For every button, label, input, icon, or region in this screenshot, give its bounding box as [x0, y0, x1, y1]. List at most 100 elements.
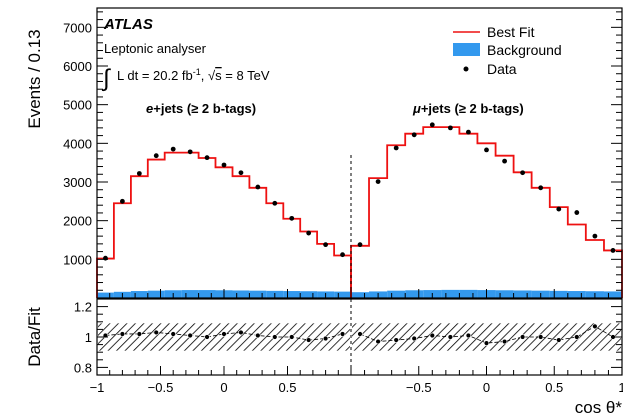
background-bar [97, 293, 114, 298]
luminosity-text: L dt = 20.2 fb-1, √s = 8 TeV [117, 67, 270, 83]
data-point [520, 170, 525, 175]
background-bar [514, 290, 532, 298]
lumi-middle: , [201, 68, 208, 83]
x-tick-label: 0 [220, 380, 227, 395]
ratio-point [448, 335, 453, 340]
channel-label-ejets-rest: +jets (≥ 2 b-tags) [153, 101, 256, 116]
data-point [239, 170, 244, 175]
x-tick-label: −0.5 [148, 380, 174, 395]
channel-label-mujets-rest: +jets (≥ 2 b-tags) [421, 101, 524, 116]
data-point [484, 148, 489, 153]
legend-data-marker [464, 67, 469, 72]
data-point [255, 185, 260, 190]
data-point [323, 242, 328, 247]
lumi-suffix: = 8 TeV [222, 68, 270, 83]
x-tick-label: 0 [483, 380, 490, 395]
legend: Best Fit Background Data [453, 24, 562, 77]
data-point [556, 207, 561, 212]
background-bar [182, 290, 199, 298]
background-bar [604, 291, 622, 298]
data-points [103, 122, 615, 260]
data-point [611, 248, 616, 253]
ratio-point [239, 330, 244, 335]
experiment-label: ATLAS [103, 16, 153, 33]
data-point [188, 149, 193, 154]
background-bar [568, 291, 586, 298]
ratio-point [484, 341, 489, 346]
ratio-point [376, 339, 381, 344]
y-axis-label: Events / 0.13 [25, 29, 44, 128]
background-bar [283, 291, 300, 298]
ratio-point [340, 332, 345, 337]
ratio-point [430, 333, 435, 338]
data-point [466, 130, 471, 135]
background-bar [249, 291, 266, 298]
ratio-point [358, 332, 363, 337]
data-point [103, 256, 108, 261]
ratio-point [137, 332, 142, 337]
ratio-point [502, 339, 507, 344]
legend-background-label: Background [487, 42, 562, 58]
lumi-sup: -1 [193, 67, 201, 77]
data-point [502, 159, 507, 164]
channel-label-mujets-lepton: μ [412, 101, 421, 116]
data-point [171, 147, 176, 152]
background-bar [148, 291, 165, 298]
background-bar [131, 291, 148, 298]
background-histograms [97, 290, 622, 298]
y-tick-label: 4000 [63, 136, 92, 151]
data-point [448, 125, 453, 130]
ratio-point [520, 335, 525, 340]
ratio-point [466, 333, 471, 338]
data-point [376, 179, 381, 184]
ratio-point [538, 335, 543, 340]
integral-symbol: ∫ [101, 65, 111, 92]
best-fit-histograms [97, 127, 622, 298]
best-fit-histogram-0 [97, 153, 351, 298]
background-bar [351, 292, 369, 298]
channel-label-ejets: e+jets (≥ 2 b-tags) [146, 101, 256, 116]
channel-label-ejets-lepton: e [146, 101, 153, 116]
ratio-panel: 0.8 1 1.2 −1 −0.5 0 0.5 −0.5 0 0.5 1 [74, 299, 623, 395]
channel-label-mujets: μ+jets (≥ 2 b-tags) [412, 101, 524, 116]
data-point [593, 234, 598, 239]
ratio-point [289, 335, 294, 340]
data-point [412, 132, 417, 137]
ratio-point [323, 336, 328, 341]
legend-background-swatch [453, 43, 480, 56]
legend-best-fit-label: Best Fit [487, 24, 535, 40]
data-point [272, 201, 277, 206]
x-tick-label: 1 [618, 380, 623, 395]
analysis-label: Leptonic analyser [104, 41, 207, 56]
y-tick-label: 6000 [63, 59, 92, 74]
data-point [430, 122, 435, 127]
ratio-point [556, 338, 561, 343]
lumi-prefix: L dt = 20.2 fb [117, 68, 193, 83]
background-bar [441, 290, 459, 298]
background-bar [199, 290, 216, 298]
ratio-y-tick-label: 0.8 [74, 360, 92, 375]
legend-data-label: Data [487, 61, 517, 77]
ratio-point [205, 335, 210, 340]
background-bar [334, 292, 351, 298]
ratio-point [171, 332, 176, 337]
background-bar [233, 290, 250, 298]
ratio-point [154, 330, 159, 335]
ratio-point [222, 332, 227, 337]
data-point [205, 155, 210, 160]
ratio-y-tick-label: 1.2 [74, 300, 92, 315]
ratio-point [188, 333, 193, 338]
y-tick-label: 3000 [63, 175, 92, 190]
data-point [340, 252, 345, 257]
data-point [289, 216, 294, 221]
data-point [574, 210, 579, 215]
ratio-point [412, 336, 417, 341]
ratio-point [593, 324, 598, 329]
x-tick-label: −1 [90, 380, 105, 395]
data-point [120, 199, 125, 204]
x-tick-label: 0.5 [278, 380, 296, 395]
data-point [222, 163, 227, 168]
ratio-point [255, 333, 260, 338]
background-bar [300, 291, 317, 298]
